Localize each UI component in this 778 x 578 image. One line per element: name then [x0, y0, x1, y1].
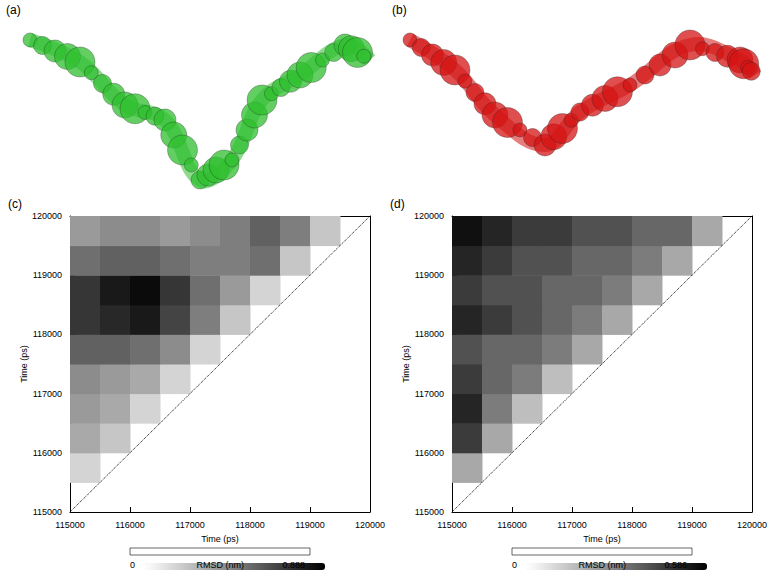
svg-text:120000: 120000 — [355, 520, 385, 530]
svg-text:(b): (b) — [392, 3, 407, 17]
svg-text:117000: 117000 — [175, 520, 204, 530]
svg-text:(d): (d) — [390, 197, 405, 211]
svg-text:120000: 120000 — [32, 211, 62, 221]
svg-text:0.888: 0.888 — [283, 560, 306, 570]
svg-text:119000: 119000 — [677, 520, 706, 530]
svg-text:(a): (a) — [6, 3, 21, 17]
svg-text:0: 0 — [130, 560, 135, 570]
svg-text:(c): (c) — [8, 197, 22, 211]
svg-text:117000: 117000 — [557, 520, 586, 530]
svg-text:0: 0 — [512, 560, 517, 570]
svg-text:118000: 118000 — [235, 520, 264, 530]
svg-text:118000: 118000 — [33, 329, 62, 339]
svg-text:118000: 118000 — [617, 520, 646, 530]
svg-text:Time (ps): Time (ps) — [401, 345, 411, 383]
svg-text:119000: 119000 — [295, 520, 324, 530]
svg-text:117000: 117000 — [33, 389, 62, 399]
svg-text:116000: 116000 — [415, 448, 444, 458]
svg-text:0.586: 0.586 — [665, 560, 688, 570]
svg-text:117000: 117000 — [415, 389, 444, 399]
svg-text:120000: 120000 — [414, 211, 444, 221]
svg-text:120000: 120000 — [737, 520, 767, 530]
svg-text:Time (ps): Time (ps) — [583, 534, 621, 544]
svg-text:115000: 115000 — [415, 507, 444, 517]
svg-text:RMSD (nm): RMSD (nm) — [197, 560, 245, 570]
svg-text:119000: 119000 — [33, 270, 62, 280]
svg-text:118000: 118000 — [415, 329, 444, 339]
svg-text:Time (ps): Time (ps) — [201, 534, 239, 544]
svg-text:RMSD (nm): RMSD (nm) — [579, 560, 627, 570]
svg-text:115000: 115000 — [437, 520, 466, 530]
svg-text:119000: 119000 — [415, 270, 444, 280]
svg-text:116000: 116000 — [497, 520, 526, 530]
svg-text:115000: 115000 — [33, 507, 62, 517]
svg-text:116000: 116000 — [115, 520, 144, 530]
svg-text:116000: 116000 — [33, 448, 62, 458]
svg-text:Time (ps): Time (ps) — [19, 345, 29, 383]
svg-text:115000: 115000 — [55, 520, 84, 530]
